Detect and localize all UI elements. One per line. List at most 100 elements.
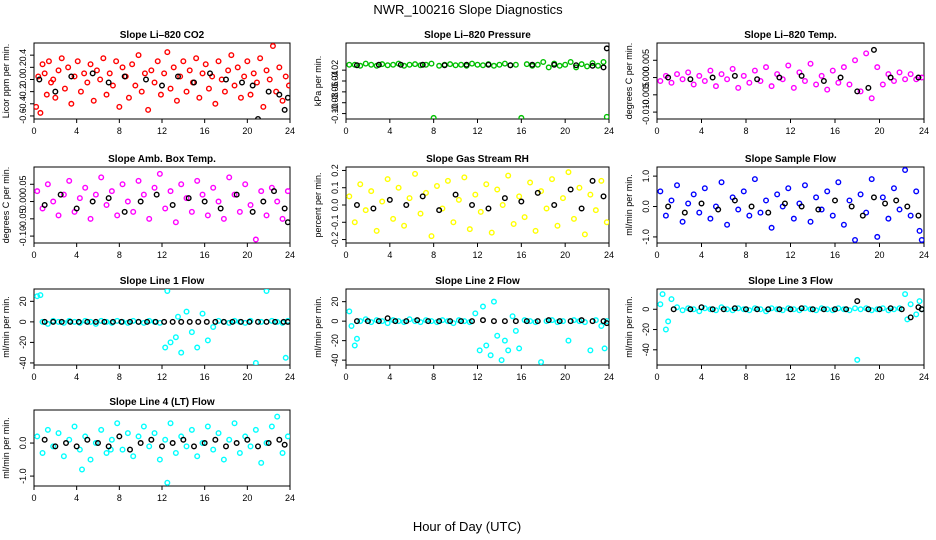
data-point xyxy=(231,82,238,89)
highlight-point xyxy=(419,193,426,200)
y-axis-label: kPa per min. xyxy=(313,56,323,107)
data-point xyxy=(204,423,211,430)
data-point xyxy=(151,430,158,437)
highlight-point xyxy=(665,203,672,210)
data-point xyxy=(461,318,468,325)
data-point xyxy=(76,195,83,202)
data-point xyxy=(162,344,169,351)
highlight-point xyxy=(748,203,755,210)
x-tick-label: 0 xyxy=(31,372,36,382)
data-point xyxy=(269,43,276,50)
highlight-point xyxy=(190,79,197,86)
highlight-point xyxy=(573,62,580,69)
data-point xyxy=(565,337,572,344)
data-point xyxy=(857,306,864,313)
x-tick-label: 8 xyxy=(743,126,748,136)
data-point xyxy=(252,236,259,243)
highlight-point xyxy=(820,77,827,84)
data-point xyxy=(496,61,503,68)
data-point xyxy=(439,317,446,324)
data-point xyxy=(768,305,775,312)
highlight-point xyxy=(386,196,393,203)
highlight-point xyxy=(743,306,750,313)
data-point xyxy=(521,214,528,221)
data-point xyxy=(210,184,217,191)
data-point xyxy=(357,62,364,69)
data-points xyxy=(657,46,924,102)
highlight-point xyxy=(556,318,563,325)
data-points xyxy=(34,170,290,243)
data-point xyxy=(483,342,490,349)
highlight-point xyxy=(276,436,283,443)
highlight-point xyxy=(201,440,208,447)
panel-2: Slope Li–820 Pressure kPa per min. 0 4 8 12 16… xyxy=(313,30,614,136)
highlight-point xyxy=(353,318,360,325)
data-point xyxy=(523,61,530,68)
data-point xyxy=(657,188,664,195)
data-point xyxy=(274,318,281,325)
data-point xyxy=(785,62,792,69)
data-point xyxy=(835,179,842,186)
data-point xyxy=(918,74,924,81)
data-point xyxy=(82,184,89,191)
data-point xyxy=(874,306,881,313)
x-tick-label: 8 xyxy=(431,372,436,382)
x-tick-label: 12 xyxy=(157,372,167,382)
data-point xyxy=(499,201,506,208)
highlight-point xyxy=(600,193,607,200)
data-point xyxy=(679,307,686,314)
data-point xyxy=(157,91,164,98)
y-tick-label: -20 xyxy=(18,336,28,349)
x-tick-label: 4 xyxy=(74,493,79,503)
data-point xyxy=(284,433,290,440)
data-point xyxy=(729,65,736,72)
highlight-point xyxy=(837,74,844,81)
data-point xyxy=(183,88,190,95)
data-point xyxy=(879,305,886,312)
x-tick-label: 4 xyxy=(74,250,79,260)
data-point xyxy=(199,310,206,317)
data-point xyxy=(87,215,94,222)
highlight-point xyxy=(126,318,133,325)
data-point xyxy=(362,207,369,214)
data-point xyxy=(718,179,725,186)
data-point xyxy=(545,64,552,71)
data-point xyxy=(84,79,91,86)
data-point xyxy=(516,193,523,200)
data-point xyxy=(247,91,254,98)
x-tick-label: 12 xyxy=(472,250,482,260)
data-point xyxy=(852,57,859,64)
panel-7: Slope Line 1 Flow ml/min per min. 0 4 8 12 16 2… xyxy=(1,276,295,382)
x-tick-label: 4 xyxy=(387,126,392,136)
data-point xyxy=(916,298,923,305)
data-point xyxy=(162,436,169,443)
y-tick-label: 0 xyxy=(18,319,28,324)
data-point xyxy=(65,64,72,71)
y-tick-label: -20 xyxy=(330,334,340,347)
data-point xyxy=(34,103,40,110)
data-point xyxy=(183,443,190,450)
data-point xyxy=(567,59,574,66)
data-point xyxy=(368,61,375,68)
highlight-point xyxy=(915,212,922,219)
data-point xyxy=(852,305,859,312)
y-tick-label: -0.02 xyxy=(330,60,340,81)
data-point xyxy=(282,73,289,80)
highlight-point xyxy=(754,76,761,83)
data-point xyxy=(690,306,697,313)
data-point xyxy=(194,344,201,351)
x-tick-label: 24 xyxy=(604,250,614,260)
data-point xyxy=(167,188,174,195)
data-point xyxy=(668,296,675,303)
data-point xyxy=(252,426,259,433)
data-point xyxy=(829,67,836,74)
highlight-point xyxy=(180,436,187,443)
data-point xyxy=(428,318,435,325)
data-point xyxy=(890,77,897,84)
x-tick-label: 8 xyxy=(743,372,748,382)
x-tick-label: 20 xyxy=(560,250,570,260)
data-point xyxy=(188,329,195,336)
data-point xyxy=(346,193,353,200)
data-point xyxy=(108,188,115,195)
highlight-point xyxy=(190,443,197,450)
